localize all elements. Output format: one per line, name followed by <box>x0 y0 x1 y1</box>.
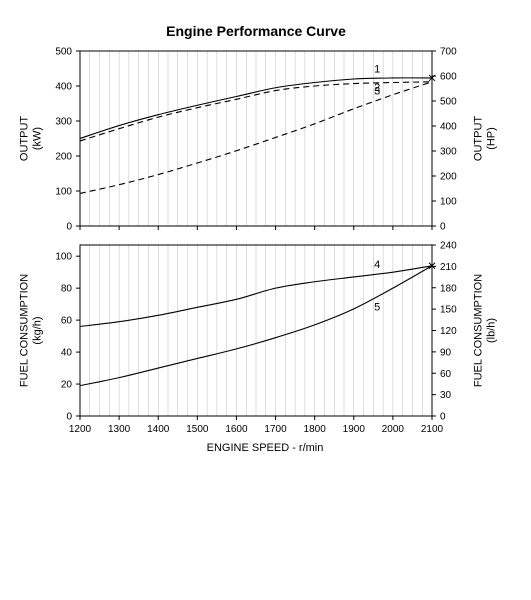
x-tick-label: 1800 <box>304 424 327 435</box>
series-4-label: 4 <box>374 259 380 271</box>
y-left-axis-title: OUTPUT(kW) <box>19 116 44 162</box>
y-right-tick-label: 60 <box>440 369 452 380</box>
series-2-label: 2 <box>374 82 380 94</box>
y-right-tick-label: 90 <box>440 347 452 358</box>
y-right-tick-label: 200 <box>440 172 457 183</box>
x-tick-label: 1200 <box>69 424 92 435</box>
y-right-tick-label: 0 <box>440 412 446 423</box>
y-right-tick-label: 300 <box>440 147 457 158</box>
x-tick-label: 1300 <box>108 424 131 435</box>
y-left-tick-label: 40 <box>61 348 73 359</box>
y-left-tick-label: 400 <box>55 82 72 93</box>
rated-point-marker <box>428 74 436 82</box>
y-left-tick-label: 100 <box>55 187 72 198</box>
chart-title: Engine Performance Curve <box>166 23 346 39</box>
series-1-label: 1 <box>374 63 380 75</box>
y-left-tick-label: 500 <box>55 47 72 58</box>
y-right-tick-label: 210 <box>440 262 457 273</box>
y-left-tick-label: 100 <box>55 252 72 263</box>
x-tick-label: 2000 <box>382 424 405 435</box>
y-right-tick-label: 100 <box>440 197 457 208</box>
x-tick-label: 1600 <box>225 424 248 435</box>
rated-point-marker <box>428 262 436 270</box>
output-panel: 0 100 200 300 400 500 0 100 200 300 400 500 600 700 OU… <box>19 47 498 233</box>
series-4-line <box>79 265 433 328</box>
y-left-tick-label: 20 <box>61 380 73 391</box>
y-right-tick-label: 600 <box>440 72 457 83</box>
y-left-axis-title: FUEL CONSUMPTION(kg/h) <box>19 274 44 387</box>
y-right-tick-label: 180 <box>440 283 457 294</box>
y-right-tick-label: 240 <box>440 241 457 252</box>
y-right-axis-title: FUEL CONSUMPTION(lb/h) <box>473 274 498 387</box>
series-1-line <box>79 77 433 140</box>
series-2-line <box>79 81 433 142</box>
y-right-tick-label: 700 <box>440 47 457 58</box>
x-tick-label: 1500 <box>186 424 209 435</box>
y-right-tick-label: 500 <box>440 97 457 108</box>
x-tick-label: 2100 <box>421 424 444 435</box>
y-left-tick-label: 200 <box>55 152 72 163</box>
x-tick-label: 1400 <box>147 424 170 435</box>
y-right-axis-title: OUTPUT(HP) <box>473 116 498 162</box>
y-right-tick-label: 120 <box>440 326 457 337</box>
y-left-tick-label: 300 <box>55 117 72 128</box>
y-right-tick-label: 30 <box>440 390 452 401</box>
y-left-tick-label: 0 <box>66 222 72 233</box>
series-5-label: 5 <box>374 301 380 313</box>
y-left-tick-label: 0 <box>66 412 72 423</box>
x-axis-title: ENGINE SPEED - r/min <box>207 442 324 454</box>
y-right-tick-label: 0 <box>440 222 446 233</box>
y-left-tick-label: 80 <box>61 284 73 295</box>
x-tick-label: 1900 <box>343 424 366 435</box>
y-left-tick-label: 60 <box>61 316 73 327</box>
series-3-label: 3 <box>374 85 380 97</box>
fuel-panel: 1200 1300 1400 1500 1600 1700 1800 1900 2000 2100… <box>19 241 498 436</box>
y-right-tick-label: 150 <box>440 305 457 316</box>
x-tick-label: 1700 <box>264 424 287 435</box>
y-right-tick-label: 400 <box>440 122 457 133</box>
series-5-line <box>79 265 433 387</box>
series-3-line <box>79 81 433 194</box>
